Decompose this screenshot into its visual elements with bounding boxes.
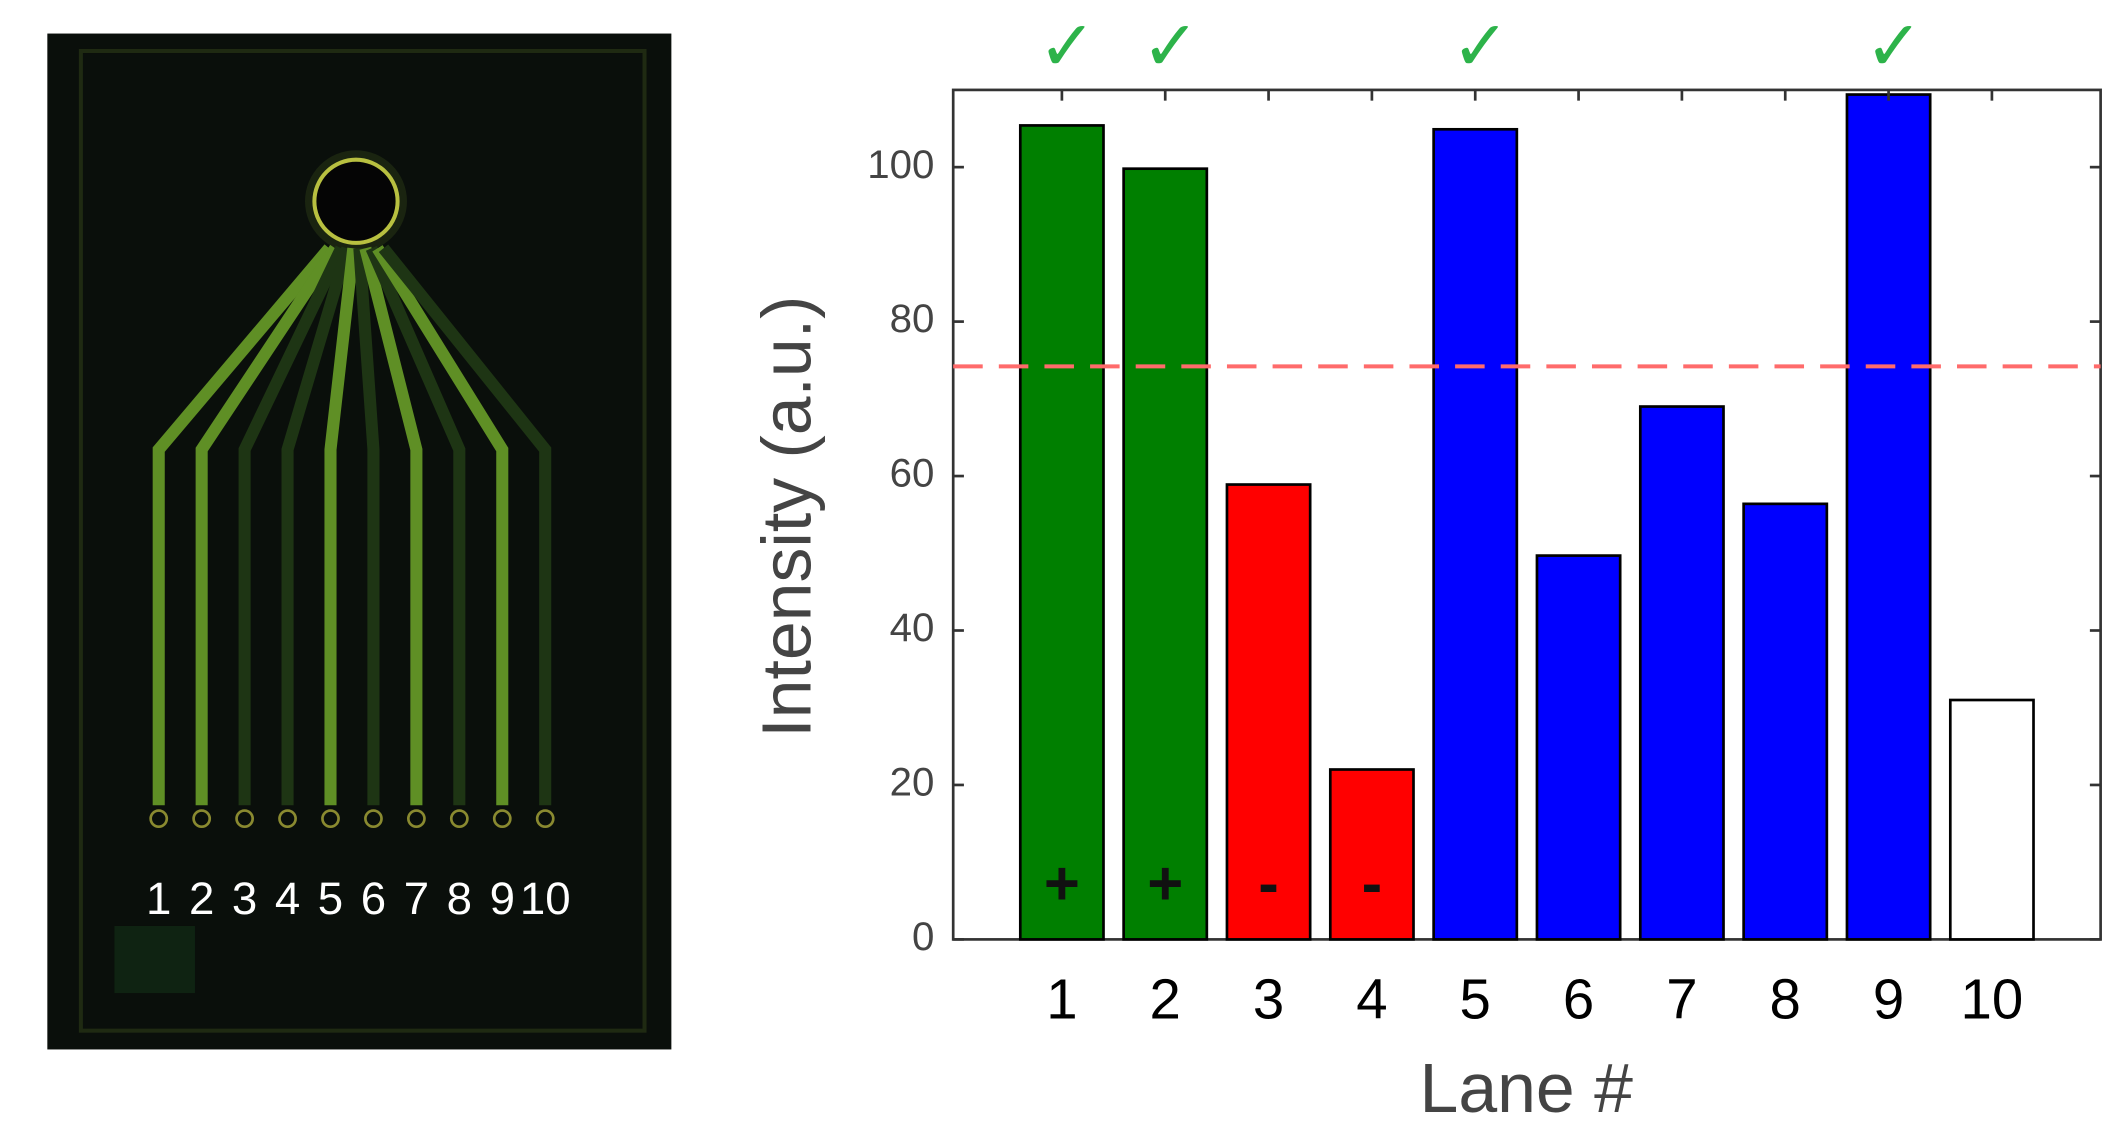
lane-number: 3 [232, 873, 257, 924]
channels [149, 244, 555, 829]
bar [1845, 93, 1932, 941]
channel [353, 247, 380, 806]
glow [114, 925, 195, 994]
bar [1018, 124, 1105, 941]
lane-number: 7 [404, 873, 429, 924]
x-tick-label: 5 [1460, 968, 1491, 1031]
check-mark: ✓ [1038, 6, 1096, 87]
lane-number: 6 [361, 873, 386, 924]
channel [238, 245, 347, 806]
inlet [312, 157, 400, 245]
lane-number: 8 [447, 873, 472, 924]
channel [195, 244, 341, 806]
channel [281, 246, 354, 806]
outlet [149, 809, 169, 829]
channel [324, 247, 360, 806]
bar-label: - [1258, 850, 1279, 919]
bar [1638, 405, 1725, 941]
channel [359, 246, 423, 806]
outlet [321, 809, 340, 829]
x-tick-label: 4 [1356, 968, 1387, 1031]
y-tick-label: 100 [867, 142, 934, 187]
lane-numbers: 1 2 3 4 5 6 7 8 9 10 [146, 873, 571, 924]
channel [152, 244, 334, 806]
x-tick-label: 1 [1046, 968, 1077, 1031]
bar [1742, 502, 1829, 941]
channel [378, 244, 552, 806]
bar-label: + [1147, 850, 1183, 919]
check-mark: ✓ [1141, 6, 1199, 87]
bar [1225, 483, 1312, 941]
x-tick-label: 3 [1253, 968, 1284, 1031]
outlet [192, 809, 212, 829]
plot-frame [951, 88, 2102, 941]
x-tick-label: 10 [1961, 968, 2024, 1031]
outlet [235, 809, 255, 829]
lane-number: 10 [520, 873, 571, 924]
channel [372, 245, 509, 806]
x-tick-label: 6 [1563, 968, 1594, 1031]
lane-number: 1 [146, 873, 171, 924]
outlet [535, 809, 555, 829]
lane-number: 5 [318, 873, 343, 924]
outlet [278, 809, 297, 829]
bar [1948, 698, 2035, 941]
x-tick-label: 7 [1666, 968, 1697, 1031]
x-axis-label: Lane # [1420, 1049, 1634, 1127]
bar [1432, 127, 1519, 941]
bar [1328, 768, 1415, 941]
y-tick-label: 40 [890, 605, 935, 650]
lane-number: 9 [490, 873, 515, 924]
channel [365, 245, 466, 806]
bar-label: - [1362, 850, 1383, 919]
x-tick-label: 9 [1873, 968, 1904, 1031]
y-tick-label: 80 [890, 296, 935, 341]
lane-number: 2 [189, 873, 214, 924]
outlet [364, 809, 383, 829]
outlet [449, 809, 469, 829]
outlet [406, 809, 426, 829]
y-axis-label: Intensity (a.u.) [748, 296, 826, 738]
bar-label: + [1044, 850, 1080, 919]
check-mark: ✓ [1451, 6, 1509, 87]
outlet [492, 809, 512, 829]
y-tick-label: 60 [890, 451, 935, 496]
y-tick-label: 0 [912, 914, 934, 959]
x-tick-label: 2 [1150, 968, 1181, 1031]
x-tick-label: 8 [1770, 968, 1801, 1031]
chip-photo: 1 2 3 4 5 6 7 8 9 10 [47, 33, 672, 1050]
check-mark: ✓ [1865, 6, 1923, 87]
lane-number: 4 [275, 873, 300, 924]
chart: Intensity (a.u.) Lane # 0 20 40 60 80 100 1 + ✓ 2… [748, 6, 2102, 1127]
chip-outline [78, 48, 647, 1033]
bar [1535, 554, 1622, 941]
y-tick-label: 20 [890, 760, 935, 805]
bar [1122, 167, 1209, 941]
